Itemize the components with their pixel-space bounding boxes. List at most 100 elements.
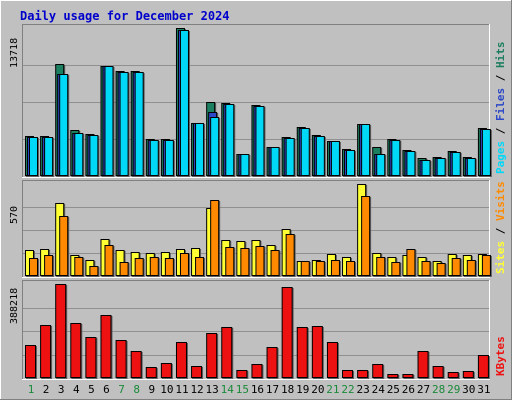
- x-tick-label: 9: [148, 383, 155, 396]
- bar-visits-fill: [285, 234, 295, 276]
- bar-visits: [104, 245, 115, 277]
- x-tick-label: 2: [43, 383, 50, 396]
- bar-visits: [315, 261, 326, 277]
- bar-kbytes-fill: [342, 370, 354, 378]
- x-tick-label: 19: [296, 383, 309, 396]
- bar-visits: [466, 260, 477, 277]
- bar-kbytes: [387, 374, 400, 379]
- bar-pages: [436, 158, 447, 177]
- bar-pages-fill: [195, 123, 205, 176]
- bar-visits: [421, 261, 432, 277]
- bar-visits-fill: [179, 253, 189, 276]
- bar-kbytes: [70, 323, 83, 379]
- bar-kbytes: [175, 342, 188, 379]
- bar-kbytes: [372, 364, 385, 379]
- bar-visits: [225, 247, 236, 277]
- bar-pages-fill: [119, 72, 129, 176]
- bar-pages: [149, 140, 160, 177]
- bar-pages-fill: [361, 124, 371, 176]
- bar-pages: [89, 135, 100, 177]
- bar-kbytes-fill: [236, 370, 248, 378]
- x-tick-label: 12: [190, 383, 203, 396]
- bar-kbytes: [251, 364, 264, 379]
- x-tick-label: 23: [357, 383, 370, 396]
- bar-kbytes-fill: [311, 326, 323, 378]
- bar-kbytes: [115, 340, 128, 379]
- bar-kbytes: [221, 327, 234, 379]
- panel-3: 388218 KBytes: [9, 280, 507, 380]
- bar-kbytes: [417, 351, 430, 379]
- bar-kbytes-fill: [145, 367, 157, 378]
- bar-visits: [29, 258, 39, 277]
- bar-visits-fill: [481, 255, 491, 276]
- bar-pages: [210, 117, 221, 177]
- y-axis-max-label: 13718: [9, 38, 20, 68]
- bar-kbytes-fill: [175, 342, 187, 378]
- bar-pages-fill: [481, 129, 491, 176]
- bar-visits-fill: [149, 257, 159, 276]
- legend: Sites / Visits: [494, 181, 507, 274]
- bar-pages: [134, 72, 145, 177]
- bar-visits-fill: [74, 257, 84, 276]
- bar-visits-fill: [59, 216, 69, 276]
- bar-pages-fill: [285, 138, 295, 176]
- bar-kbytes-fill: [296, 327, 308, 378]
- bar-pages: [330, 141, 341, 177]
- x-tick-label: 31: [477, 383, 490, 396]
- bar-visits-fill: [119, 262, 129, 276]
- bar-kbytes: [160, 363, 173, 379]
- bar-visits-fill: [451, 258, 461, 276]
- bar-pages-fill: [149, 140, 159, 176]
- bar-pages: [361, 124, 372, 177]
- bar-visits: [391, 262, 402, 277]
- bar-visits: [376, 257, 387, 277]
- bar-visits: [481, 255, 492, 277]
- x-tick-label: 1: [28, 383, 35, 396]
- bar-kbytes: [55, 284, 68, 379]
- y-axis-max-label: 570: [9, 206, 20, 224]
- bar-visits-fill: [104, 245, 114, 276]
- bar-pages: [255, 106, 266, 177]
- plot-area: [22, 280, 490, 380]
- bar-kbytes-fill: [326, 342, 338, 378]
- bar-visits: [330, 260, 341, 277]
- x-tick-label: 30: [462, 383, 475, 396]
- x-tick-label: 18: [281, 383, 294, 396]
- bar-visits-fill: [195, 257, 205, 276]
- bar-pages: [29, 137, 39, 177]
- bar-pages-fill: [346, 150, 356, 176]
- bar-kbytes-fill: [477, 355, 489, 378]
- bar-kbytes-fill: [266, 347, 278, 378]
- bar-pages: [59, 74, 70, 177]
- bar-kbytes: [266, 347, 279, 379]
- x-tick-label: 16: [251, 383, 264, 396]
- bar-pages: [285, 138, 296, 177]
- bar-visits-fill: [225, 247, 235, 276]
- bar-visits-fill: [406, 249, 416, 276]
- bar-kbytes-fill: [115, 340, 127, 378]
- bar-pages-fill: [451, 152, 461, 176]
- bar-kbytes-fill: [40, 325, 52, 378]
- bar-kbytes: [311, 326, 324, 379]
- bar-visits: [436, 263, 447, 277]
- bar-kbytes: [85, 337, 98, 379]
- bar-kbytes: [432, 366, 445, 379]
- bar-kbytes: [40, 325, 53, 379]
- bar-visits-fill: [315, 261, 325, 276]
- bar-visits-fill: [270, 250, 280, 276]
- bar-kbytes-fill: [447, 372, 459, 378]
- bar-kbytes-fill: [402, 374, 414, 378]
- legend-entry: KBytes: [494, 336, 507, 376]
- y-axis-max-label: 388218: [9, 288, 20, 324]
- bar-visits: [270, 250, 281, 277]
- bar-visits-fill: [466, 260, 476, 276]
- x-tick-label: 11: [175, 383, 188, 396]
- bar-pages: [179, 30, 190, 177]
- bar-kbytes-fill: [387, 374, 399, 378]
- bar-pages-fill: [164, 140, 174, 176]
- x-tick-label: 6: [103, 383, 110, 396]
- bar-kbytes-fill: [70, 323, 82, 378]
- bar-visits: [44, 255, 55, 277]
- bar-kbytes: [477, 355, 490, 379]
